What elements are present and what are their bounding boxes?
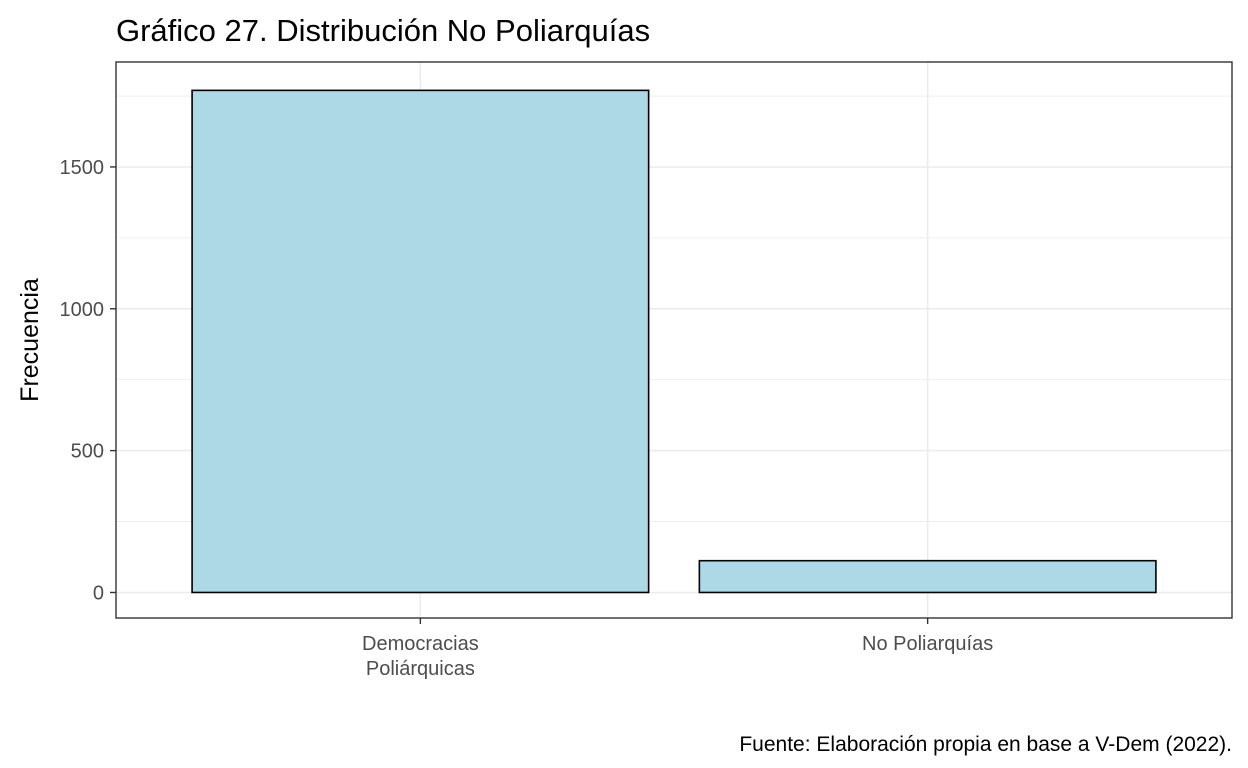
y-tick-label: 0 bbox=[93, 582, 104, 604]
y-axis: 0 500 1000 1500 bbox=[60, 157, 116, 604]
bar bbox=[698, 559, 1157, 594]
chart-caption: Fuente: Elaboración propia en base a V-D… bbox=[739, 733, 1232, 756]
plot-border bbox=[115, 61, 1233, 619]
chart-title: Gráfico 27. Distribución No Poliarquías bbox=[116, 13, 650, 48]
bars bbox=[191, 89, 1157, 594]
y-axis-label: Frecuencia bbox=[16, 278, 44, 402]
bar bbox=[191, 89, 650, 594]
y-tick-label: 1000 bbox=[60, 299, 105, 321]
y-tick-label: 500 bbox=[71, 441, 104, 463]
x-axis: Democracias Poliárquicas No Poliarquías bbox=[362, 618, 993, 680]
y-tick-label: 1500 bbox=[60, 157, 105, 179]
x-tick-label: Democracias Poliárquicas bbox=[362, 633, 479, 680]
x-tick-label: No Poliarquías bbox=[862, 633, 993, 655]
